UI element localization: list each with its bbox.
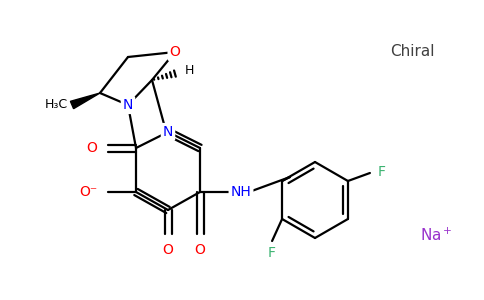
Polygon shape bbox=[71, 93, 100, 109]
Text: H₃C: H₃C bbox=[45, 98, 68, 112]
Text: N: N bbox=[123, 98, 133, 112]
Text: Na$^+$: Na$^+$ bbox=[420, 226, 453, 244]
Text: F: F bbox=[378, 165, 386, 179]
Text: H: H bbox=[185, 64, 195, 77]
Text: O: O bbox=[169, 45, 181, 59]
Text: N: N bbox=[163, 125, 173, 139]
Text: Chiral: Chiral bbox=[390, 44, 435, 59]
Text: O⁻: O⁻ bbox=[79, 185, 97, 199]
Text: NH: NH bbox=[230, 185, 251, 199]
Text: O: O bbox=[163, 243, 173, 257]
Text: F: F bbox=[268, 246, 276, 260]
Text: O: O bbox=[87, 141, 97, 155]
Text: O: O bbox=[195, 243, 205, 257]
